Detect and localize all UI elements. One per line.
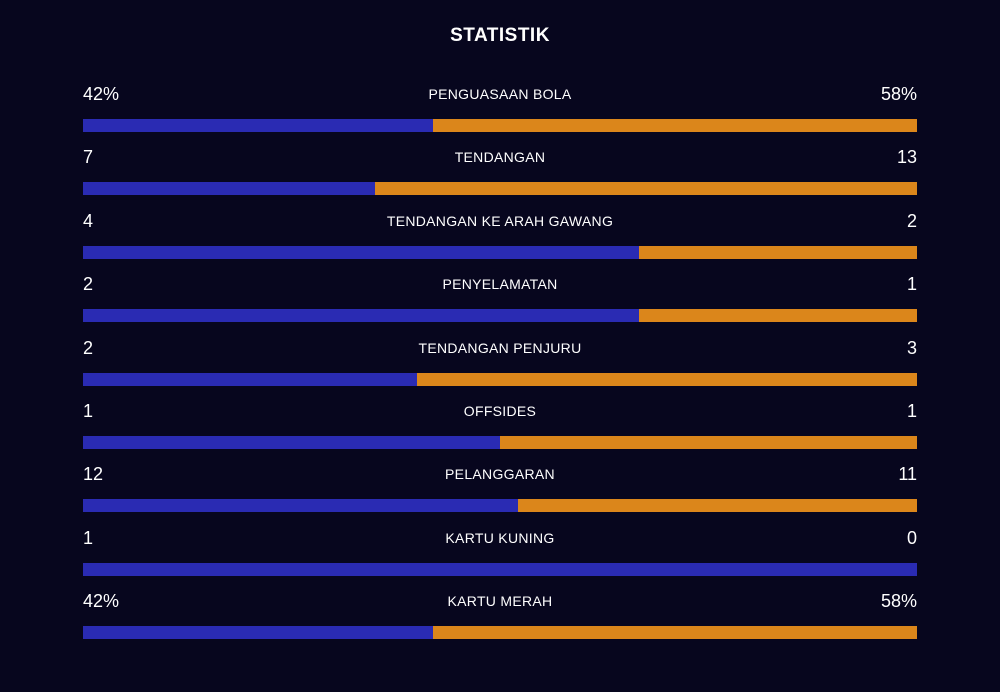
home-bar-fill [83, 245, 640, 259]
comparison-bar [83, 499, 917, 513]
away-value: 58% [880, 591, 917, 612]
home-bar-fill [83, 119, 434, 132]
away-value: 3 [906, 337, 917, 358]
comparison-bar [83, 562, 917, 576]
stat-values: 42% KARTU MERAH 58% [83, 587, 917, 615]
stat-values: 1 OFFSIDES 1 [83, 397, 917, 425]
away-value: 1 [906, 400, 917, 421]
home-bar-fill [83, 182, 375, 196]
stat-row-tendangan: 7 TENDANGAN 13 [83, 143, 917, 206]
away-value: 0 [906, 527, 917, 548]
home-bar-fill [83, 435, 500, 449]
away-value: 58% [880, 84, 917, 104]
home-value: 12 [83, 464, 104, 485]
home-bar-fill [83, 499, 519, 513]
stat-label: PENYELAMATAN [442, 276, 558, 293]
stat-label: TENDANGAN KE ARAH GAWANG [386, 212, 614, 229]
comparison-bar [83, 119, 917, 132]
home-value: 2 [83, 337, 94, 358]
away-value: 2 [906, 210, 917, 231]
stat-row-kartu-kuning: 1 KARTU KUNING 0 [83, 524, 917, 587]
stats-list: 42% PENGUASAAN BOLA 58% 7 TENDANGAN 13 4 TENDAN… [83, 80, 917, 651]
home-value: 4 [83, 210, 94, 231]
stat-label: TENDANGAN PENJURU [418, 339, 582, 356]
stat-values: 4 TENDANGAN KE ARAH GAWANG 2 [83, 207, 917, 235]
comparison-bar [83, 435, 917, 449]
home-value: 42% [83, 84, 120, 104]
stat-row-tendangan-ke-arah-gawang: 4 TENDANGAN KE ARAH GAWANG 2 [83, 207, 917, 270]
comparison-bar [83, 626, 917, 640]
page-title: STATISTIK [450, 25, 550, 46]
stat-row-penyelamatan: 2 PENYELAMATAN 1 [83, 270, 917, 333]
stat-values: 1 KARTU KUNING 0 [83, 524, 917, 552]
away-value: 13 [896, 147, 917, 168]
stat-values: 7 TENDANGAN 13 [83, 143, 917, 171]
stat-values: 2 TENDANGAN PENJURU 3 [83, 334, 917, 362]
home-bar-fill [83, 562, 917, 576]
home-bar-fill [83, 372, 417, 386]
stat-values: 2 PENYELAMATAN 1 [83, 270, 917, 298]
stat-label: KARTU MERAH [447, 593, 553, 610]
home-value: 42% [83, 591, 120, 612]
stat-row-pelanggaran: 12 PELANGGARAN 11 [83, 460, 917, 523]
comparison-bar [83, 182, 917, 196]
stat-label: PELANGGARAN [445, 466, 555, 483]
away-value: 11 [898, 464, 917, 485]
stat-label: KARTU KUNING [445, 529, 555, 546]
stat-values: 12 PELANGGARAN 11 [83, 460, 917, 488]
stat-label: PENGUASAAN BOLA [428, 86, 572, 102]
stat-row-penguasaan-bola: 42% PENGUASAAN BOLA 58% [83, 80, 917, 143]
stat-values: 42% PENGUASAAN BOLA 58% [83, 80, 917, 108]
home-value: 7 [83, 147, 94, 168]
home-value: 1 [83, 400, 94, 421]
away-value: 1 [906, 274, 917, 295]
comparison-bar [83, 245, 917, 259]
home-value: 2 [83, 274, 94, 295]
stat-row-kartu-merah: 42% KARTU MERAH 58% [83, 587, 917, 650]
comparison-bar [83, 309, 917, 323]
stat-label: TENDANGAN [454, 149, 546, 166]
home-bar-fill [83, 309, 640, 323]
comparison-bar [83, 372, 917, 386]
stat-row-tendangan-penjuru: 2 TENDANGAN PENJURU 3 [83, 334, 917, 397]
stat-label: OFFSIDES [463, 402, 537, 419]
home-value: 1 [83, 527, 94, 548]
home-bar-fill [83, 626, 434, 640]
stat-row-offsides: 1 OFFSIDES 1 [83, 397, 917, 460]
